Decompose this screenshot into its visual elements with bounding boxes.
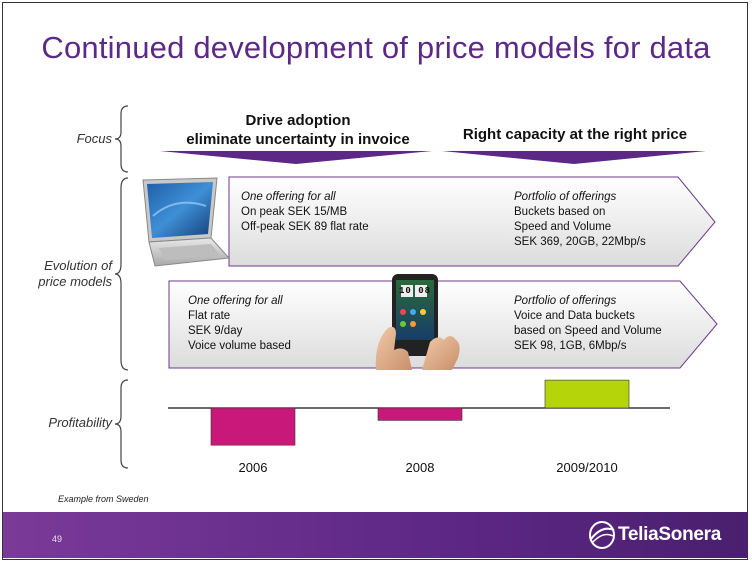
year-label: 2006 — [238, 460, 268, 475]
focus-left-arrow — [160, 151, 432, 164]
handset-left-text: One offering for all Flat rate SEK 9/day… — [188, 294, 291, 354]
teliasonera-logo-icon — [589, 521, 615, 549]
year-label: 2009/2010 — [556, 460, 618, 475]
focus-right-heading: Right capacity at the right price — [462, 126, 688, 143]
handset-right-text: Portfolio of offerings Voice and Data bu… — [514, 294, 662, 354]
broadband-left-line: Off-peak SEK 89 flat rate — [241, 221, 369, 233]
broadband-left-line: On peak SEK 15/MB — [241, 206, 348, 218]
focus-left-heading: Drive adoption eliminate uncertainty in … — [158, 111, 438, 149]
profitability-chart — [168, 379, 670, 446]
profitability-bar-2008 — [377, 407, 463, 421]
focus-left-line1: Drive adoption — [245, 112, 351, 129]
brace-profitability — [114, 379, 129, 469]
broadband-arrow-card — [228, 176, 716, 267]
brace-evolution — [114, 177, 129, 371]
footer-bar — [3, 512, 748, 558]
handset-left-line: SEK 9/day — [188, 325, 243, 337]
footnote: Example from Sweden — [58, 494, 149, 504]
handset-right-line: based on Speed and Volume — [514, 325, 662, 337]
row-label-profitability: Profitability — [48, 415, 112, 430]
handset-right-line: Voice and Data buckets — [514, 310, 635, 322]
profitability-bar-2006 — [210, 407, 296, 446]
row-label-focus: Focus — [76, 131, 112, 146]
slide-title: Continued development of price models fo… — [41, 30, 711, 65]
brace-focus — [114, 105, 129, 173]
row-label-evolution-line1: Evolution of — [44, 258, 112, 273]
handset-left-heading: One offering for all — [188, 295, 283, 307]
broadband-right-line: Speed and Volume — [514, 221, 612, 233]
handset-left-line: Voice volume based — [188, 340, 291, 352]
phone-clock: 10 08 — [399, 286, 432, 296]
profitability-bar-2009-2010 — [544, 379, 630, 409]
row-label-evolution-line2: price models — [38, 274, 112, 289]
row-label-evolution: Evolution of price models — [10, 258, 112, 290]
focus-right-arrow — [442, 151, 706, 164]
handset-right-heading: Portfolio of offerings — [514, 295, 617, 307]
broadband-left-heading: One offering for all — [241, 191, 336, 203]
handset-left-line: Flat rate — [188, 310, 231, 322]
broadband-right-text: Portfolio of offerings Buckets based on … — [514, 190, 646, 250]
page-number: 49 — [52, 534, 63, 544]
focus-left-line2: eliminate uncertainty in invoice — [186, 131, 410, 148]
broadband-left-text: One offering for all On peak SEK 15/MB O… — [241, 190, 369, 235]
broadband-right-heading: Portfolio of offerings — [514, 191, 617, 203]
teliasonera-logo-text: TeliaSonera — [618, 524, 721, 545]
broadband-right-line: Buckets based on — [514, 206, 606, 218]
handset-right-line: SEK 98, 1GB, 6Mbp/s — [514, 340, 627, 352]
laptop-image — [142, 177, 231, 267]
broadband-right-line: SEK 369, 20GB, 22Mbp/s — [514, 236, 646, 248]
handset-arrow-card — [168, 280, 718, 369]
year-label: 2008 — [405, 460, 435, 475]
smartphone-in-hand-image — [375, 274, 460, 370]
